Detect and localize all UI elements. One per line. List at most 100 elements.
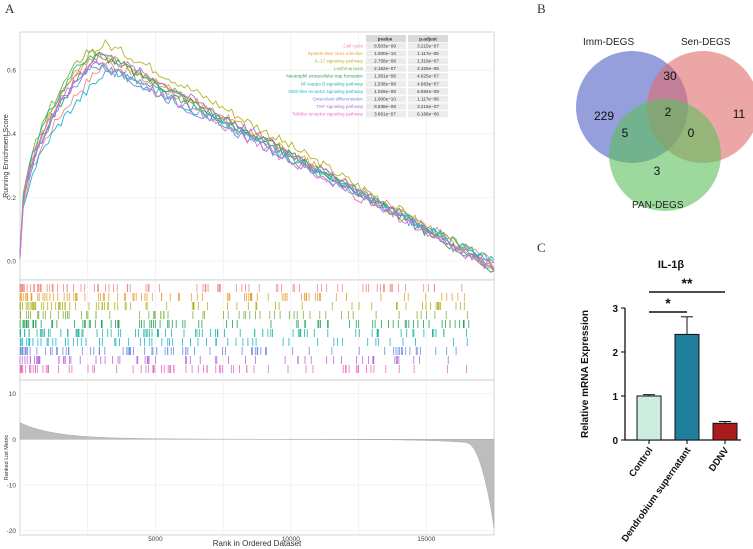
legend-padjust: 4.683e−07: [417, 81, 439, 86]
metric-tick-label: 0: [12, 437, 16, 444]
gsea-x-tick-label: 5000: [148, 536, 163, 543]
gsea-x-tick-label: 10000: [282, 536, 300, 543]
legend-pathway-name: TNF signaling pathway: [316, 104, 363, 109]
metric-tick-label: -10: [7, 482, 17, 489]
es-tick-label: 0.6: [7, 68, 16, 75]
table-cell-bg: [408, 50, 448, 57]
ranked-metric-area: [19, 422, 495, 528]
table-cell-bg: [366, 57, 406, 65]
venn-circle-pan: [609, 99, 721, 211]
legend-pathway-name: NF-kappa B signaling pathway: [301, 81, 364, 86]
legend-pvalue: 1.000e−10: [374, 97, 396, 102]
table-cell-bg: [366, 65, 406, 72]
gsea-x-axis-title: Rank in Ordered Dataset: [213, 539, 302, 548]
legend-pathway-name: NOD-like receptor signaling pathway: [288, 89, 363, 94]
venn-count-imm-pan: 5: [622, 126, 629, 140]
table-cell-bg: [408, 95, 448, 103]
bar-y-axis-title: Relative mRNA Expression: [580, 310, 591, 438]
panel-label-c: C: [537, 240, 546, 255]
legend-pvalue: 8.638e−09: [374, 104, 396, 109]
legend-pathway-name: Epstein-Barr virus infection: [308, 51, 363, 56]
table-cell-bg: [366, 50, 406, 57]
bar-category-label: Dendrobium supernatant: [620, 445, 694, 545]
venn-count-imm-sen: 30: [663, 69, 677, 83]
legend-pvalue: 1.000e−10: [374, 51, 396, 56]
legend-pathway-name: IL-17 signaling pathway: [315, 59, 364, 64]
table-cell-bg: [366, 95, 406, 103]
bar-1: [674, 333, 700, 441]
gsea-x-tick-label: 15000: [417, 536, 435, 543]
metric-plot-area: [19, 379, 495, 536]
bar-y-tick-label: 1: [612, 392, 618, 403]
venn-count-sen-only: 11: [733, 107, 746, 121]
table-cell-bg: [408, 88, 448, 95]
es-tick-label: 0.2: [7, 195, 16, 202]
table-cell-bg: [366, 103, 406, 110]
hit-marks: [19, 347, 457, 355]
bar-y-tick-label: 3: [612, 304, 618, 315]
es-curve-line: [19, 55, 495, 261]
venn-count-imm-only: 229: [594, 109, 614, 123]
legend-pathway-name: Leishmaniasis: [334, 66, 364, 71]
legend-padjust: 1.319e−07: [417, 59, 439, 64]
table-cell-bg: [366, 73, 406, 80]
table-cell-bg: [408, 57, 448, 65]
bar-y-tick-label: 0: [612, 436, 618, 447]
legend-pvalue: 1.538e−08: [374, 81, 396, 86]
hit-marks: [20, 338, 468, 346]
bar-category-label: DDNV: [707, 445, 732, 474]
table-cell-bg: [408, 103, 448, 110]
legend-padjust: 6.594e−08: [417, 89, 439, 94]
legend-padjust: 4.625e−07: [417, 74, 439, 79]
table-header-pvalue: pvalue: [378, 36, 393, 41]
legend-padjust: 1.117e−08: [417, 97, 439, 102]
es-curve-line: [19, 63, 495, 271]
table-cell-bg: [366, 80, 406, 87]
bar-category-label: Control: [627, 445, 655, 479]
es-tick-label: 0.4: [7, 131, 16, 138]
legend-padjust: 3.215e−07: [417, 104, 439, 109]
table-cell-bg: [408, 111, 448, 118]
hit-marks: [19, 365, 467, 373]
hit-marks: [19, 302, 465, 310]
legend-pvalue: 1.381e−06: [374, 74, 396, 79]
table-header-padjust: p.adjust: [419, 36, 437, 41]
legend-pvalue: 8.503e−09: [374, 43, 396, 48]
es-curve-line: [19, 38, 495, 271]
legend-padjust: 3.215e−07: [417, 43, 439, 48]
hit-marks: [19, 329, 467, 337]
es-y-axis-title: Running Enrichment Score: [3, 114, 10, 198]
metric-tick-label: -20: [7, 528, 17, 535]
panel-label-a: A: [5, 1, 15, 16]
significance-label: **: [682, 275, 693, 291]
venn-set-label-imm: Imm-DEGS: [583, 37, 634, 48]
venn-count-all: 2: [665, 105, 672, 119]
venn-set-label-sen: Sen-DEGS: [681, 37, 731, 48]
hit-marks: [19, 356, 449, 364]
table-cell-bg: [366, 42, 406, 49]
table-header-bg: [408, 35, 448, 42]
es-curve-line: [19, 53, 495, 272]
table-cell-bg: [366, 88, 406, 95]
es-tick-label: 0.0: [7, 258, 16, 265]
table-header-bg: [366, 35, 406, 42]
bar-y-tick-label: 2: [612, 348, 618, 359]
bar-panel: IL-1β Relative mRNA Expression 0 1 2 3 Control…: [580, 259, 741, 544]
bar-chart-title: IL-1β: [658, 259, 685, 271]
legend-padjust: 1.117e−08: [417, 51, 439, 56]
legend-pathway-name: Osteoclast differentiation: [313, 97, 364, 102]
hit-marks: [19, 293, 465, 301]
es-curve-line: [19, 59, 495, 270]
legend-padjust: 6.166e−06: [417, 112, 439, 117]
table-cell-bg: [408, 73, 448, 80]
table-cell-bg: [366, 111, 406, 118]
venn-count-sen-pan: 0: [688, 126, 695, 140]
table-cell-bg: [408, 65, 448, 72]
legend-pathway-name: Cell cycle: [343, 43, 363, 48]
venn-set-label-pan: PAN-DEGS: [632, 200, 684, 211]
legend-pvalue: 2.162e−07: [374, 66, 396, 71]
legend-pvalue: 2.758e−09: [374, 59, 396, 64]
table-cell-bg: [408, 42, 448, 49]
